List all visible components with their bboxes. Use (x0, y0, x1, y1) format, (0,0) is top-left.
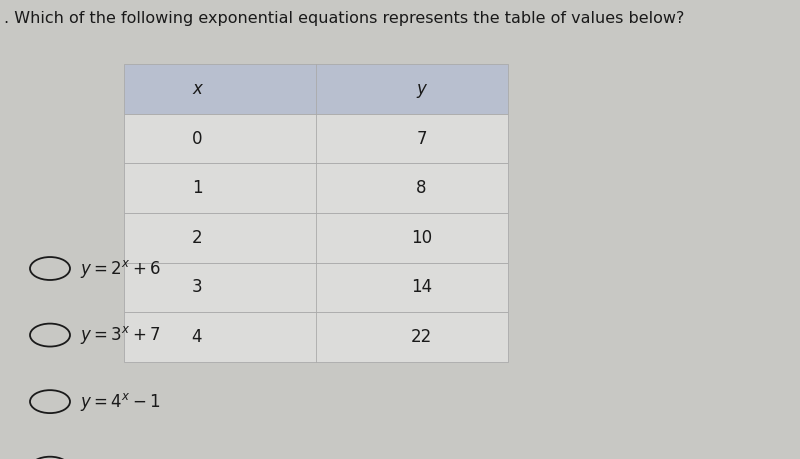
Text: $y = 2^x + 6$: $y = 2^x + 6$ (80, 257, 161, 280)
FancyBboxPatch shape (124, 163, 508, 213)
Text: 1: 1 (192, 179, 202, 197)
Text: . Which of the following exponential equations represents the table of values be: . Which of the following exponential equ… (4, 11, 684, 27)
FancyBboxPatch shape (124, 312, 508, 362)
Text: 3: 3 (192, 278, 202, 297)
Text: 7: 7 (416, 129, 427, 148)
Text: $y = 4^x - 1$: $y = 4^x - 1$ (80, 391, 160, 413)
Text: 8: 8 (416, 179, 427, 197)
Text: x: x (192, 80, 202, 98)
Text: 14: 14 (411, 278, 432, 297)
Text: $y = 7^x$: $y = 7^x$ (80, 457, 130, 459)
FancyBboxPatch shape (124, 64, 508, 114)
Text: 10: 10 (411, 229, 432, 247)
Text: $y = 3^x + 7$: $y = 3^x + 7$ (80, 324, 160, 346)
FancyBboxPatch shape (124, 213, 508, 263)
Text: 4: 4 (192, 328, 202, 346)
Text: y: y (417, 80, 426, 98)
Text: 2: 2 (192, 229, 202, 247)
FancyBboxPatch shape (124, 114, 508, 163)
Text: 22: 22 (411, 328, 432, 346)
Text: 0: 0 (192, 129, 202, 148)
FancyBboxPatch shape (124, 263, 508, 312)
